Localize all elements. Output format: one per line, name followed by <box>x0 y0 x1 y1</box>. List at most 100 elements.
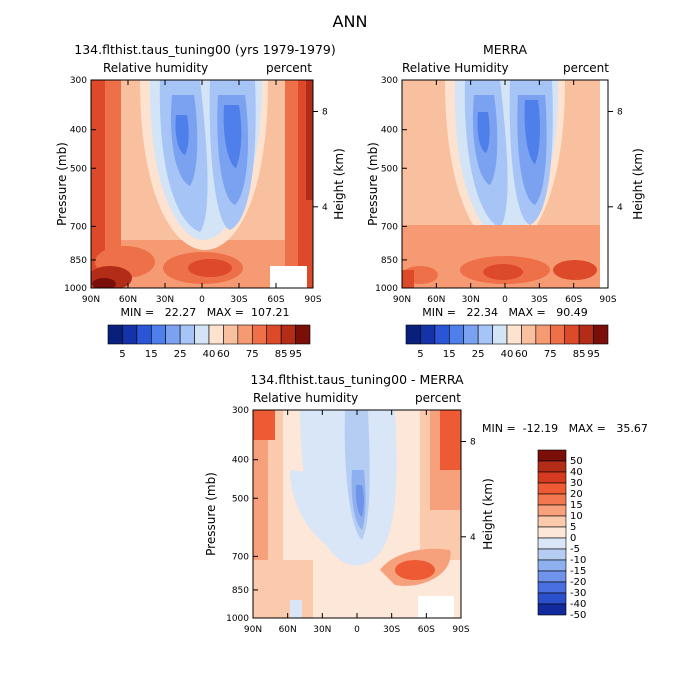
x-tick-label: 90N <box>82 295 100 305</box>
y-tick-label: 700 <box>70 222 87 232</box>
panel-merra-field <box>402 80 608 288</box>
panel-model-ticks: 90N 60N 30N 0 30S 60S 90S 300 400 500 700 850 1000 8 4 <box>64 76 328 305</box>
colorbar-swatch <box>107 324 123 345</box>
y-tick-label: 850 <box>381 256 398 266</box>
colorbar-swatch <box>578 324 594 345</box>
x-tick-label: 60N <box>279 625 297 635</box>
colorbar-swatch <box>537 449 567 462</box>
colorbar-label: 40 <box>501 349 514 360</box>
colorbar-swatch <box>537 603 567 616</box>
colorbar-label: 75 <box>246 349 259 360</box>
colorbar-swatch <box>537 581 567 594</box>
colorbar-swatch <box>165 324 181 345</box>
x-tick-label: 30S <box>230 295 247 305</box>
colorbar-label: 30 <box>570 478 583 489</box>
y-right-tick-label: 4 <box>322 203 328 213</box>
panel-merra-variable: Relative Humidity <box>402 61 509 75</box>
colorbar-label: 75 <box>544 349 557 360</box>
y-tick-label: 500 <box>70 164 87 174</box>
colorbar-label: -5 <box>570 544 580 555</box>
panel-model-ylabel-right: Height (km) <box>332 148 346 219</box>
colorbar-swatch <box>537 504 567 517</box>
x-tick-label: 30N <box>313 625 331 635</box>
y-tick-label: 400 <box>381 126 398 136</box>
x-tick-label: 90S <box>452 625 469 635</box>
x-tick-label: 0 <box>199 295 205 305</box>
colorbar-swatch <box>420 324 436 345</box>
colorbar-swatch <box>537 548 567 561</box>
x-tick-label: 60S <box>565 295 582 305</box>
panel-diff: 134.flthist.taus_tuning00 - MERRA Relati… <box>204 372 648 635</box>
colorbar-label: 95 <box>289 349 302 360</box>
y-tick-label: 1000 <box>375 284 398 294</box>
colorbar-label: 25 <box>472 349 485 360</box>
colorbar-label: -10 <box>570 555 586 566</box>
panel-merra-ticks: 90N 60N 30N 0 30S 60S 90S 300 400 500 700 850 1000 8 4 <box>375 76 623 305</box>
x-tick-label: 90S <box>599 295 616 305</box>
colorbar-swatch <box>448 324 465 345</box>
colorbar-swatch <box>506 324 522 345</box>
panel-model-colorbar: 5 15 25 40 60 75 85 95 <box>107 324 311 360</box>
x-tick-label: 60S <box>418 625 435 635</box>
colorbar-label: 20 <box>570 489 583 500</box>
colorbar-swatch <box>537 515 567 528</box>
colorbar-label: -30 <box>570 588 586 599</box>
panel-model-title: 134.flthist.taus_tuning00 (yrs 1979-1979… <box>74 42 336 57</box>
y-tick-label: 1000 <box>64 284 87 294</box>
colorbar-label: 10 <box>570 511 583 522</box>
colorbar-swatch <box>405 324 421 345</box>
y-tick-label: 300 <box>70 76 87 86</box>
colorbar-swatch <box>537 471 567 484</box>
panel-diff-ylabel-right: Height (km) <box>481 478 495 549</box>
colorbar-swatch <box>179 324 195 345</box>
x-tick-label: 0 <box>502 295 508 305</box>
x-tick-label: 30N <box>156 295 174 305</box>
colorbar-swatch <box>521 324 537 345</box>
colorbar-swatch <box>537 460 567 473</box>
y-tick-label: 850 <box>70 256 87 266</box>
colorbar-label: 5 <box>119 349 125 360</box>
colorbar-swatch <box>492 324 508 345</box>
x-tick-label: 30N <box>462 295 480 305</box>
panel-diff-field <box>253 410 461 618</box>
colorbar-label: 15 <box>443 349 456 360</box>
x-tick-label: 0 <box>354 625 360 635</box>
panel-diff-title: 134.flthist.taus_tuning00 - MERRA <box>250 372 464 387</box>
colorbar-label: 40 <box>203 349 216 360</box>
colorbar-swatch <box>537 482 567 495</box>
panel-merra-ylabel: Pressure (mb) <box>366 142 380 226</box>
panel-diff-variable: Relative humidity <box>253 391 358 405</box>
colorbar-label: 40 <box>570 467 583 478</box>
x-tick-label: 90N <box>393 295 411 305</box>
panel-merra-colorbar: 5 15 25 40 60 75 85 95 <box>405 324 609 360</box>
panel-model-unit: percent <box>266 61 312 75</box>
x-tick-label: 30S <box>383 625 400 635</box>
y-tick-label: 500 <box>381 164 398 174</box>
colorbar-label: 95 <box>587 349 600 360</box>
panel-merra-ylabel-right: Height (km) <box>631 148 645 219</box>
colorbar-label: 5 <box>417 349 423 360</box>
colorbar-swatch <box>535 324 551 345</box>
x-tick-label: 60N <box>427 295 445 305</box>
colorbar-swatch <box>237 324 253 345</box>
panel-merra-stats: MIN = 22.34 MAX = 90.49 <box>422 306 587 319</box>
y-right-tick-label: 4 <box>470 533 476 543</box>
y-right-tick-label: 8 <box>470 437 476 447</box>
panel-model-variable: Relative humidity <box>103 61 208 75</box>
colorbar-label: -20 <box>570 577 586 588</box>
colorbar-swatch <box>434 324 450 345</box>
colorbar-swatch <box>537 559 567 572</box>
colorbar-label: 85 <box>573 349 586 360</box>
colorbar-swatch <box>593 324 609 345</box>
panel-model-ylabel: Pressure (mb) <box>55 142 69 226</box>
y-tick-label: 400 <box>232 456 249 466</box>
panel-diff-ylabel: Pressure (mb) <box>204 472 218 556</box>
colorbar-swatch <box>537 493 567 506</box>
panel-diff-ticks: 90N 60N 30N 0 30S 60S 90S 300 400 500 700 850 1000 8 4 <box>226 406 476 635</box>
y-tick-label: 500 <box>232 494 249 504</box>
colorbar-swatch <box>136 324 152 345</box>
x-tick-label: 90N <box>244 625 262 635</box>
colorbar-label: 15 <box>570 500 583 511</box>
